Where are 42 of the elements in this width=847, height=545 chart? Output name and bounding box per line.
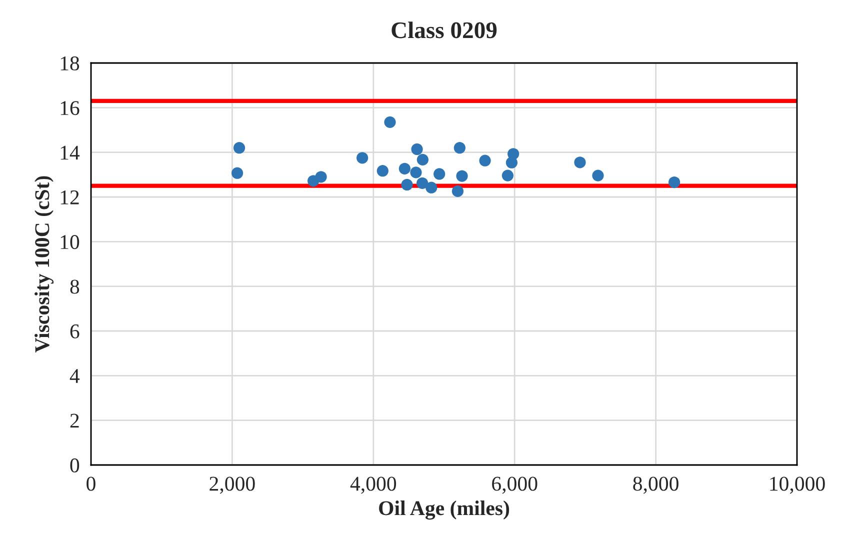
point [376,165,388,177]
point [454,142,466,154]
point [231,167,244,179]
x-tick-label: 0 [86,476,96,491]
x-axis-title: Oil Age (miles) [379,500,510,520]
point [426,182,438,194]
point [384,116,396,128]
point [502,170,514,182]
point [411,143,423,156]
point [398,162,410,174]
point [416,154,428,166]
y-axis-title: Viscosity 100C (cSt) [34,176,54,352]
y-tick-label: 2 [70,414,79,428]
point [506,156,518,168]
y-tick-label: 12 [60,190,79,204]
chart-title: Class 0209 [392,22,497,38]
point [574,156,586,168]
point [315,171,327,183]
x-tick-label: 8,000 [633,476,678,494]
x-tick-label: 10,000 [770,476,825,494]
point [410,166,422,178]
point [452,185,464,198]
point [401,178,413,191]
point [416,177,428,189]
x-tick-label: 2,000 [210,476,255,494]
x-tick-label: 6,000 [492,476,538,494]
y-tick-label: 0 [70,458,80,472]
y-tick-label: 10 [60,235,80,250]
point [233,142,246,154]
point [456,170,468,182]
y-tick-label: 8 [70,280,80,294]
y-tick-label: 4 [70,369,80,383]
y-tick-label: 18 [60,56,80,70]
point [668,176,680,188]
point [434,168,446,180]
point [356,152,368,164]
y-tick-label: 6 [70,324,80,338]
x-tick-label: 4,000 [350,476,396,494]
y-tick-label: 14 [60,146,80,160]
point [479,154,491,166]
y-tick-label: 16 [60,101,80,116]
point [592,170,604,182]
